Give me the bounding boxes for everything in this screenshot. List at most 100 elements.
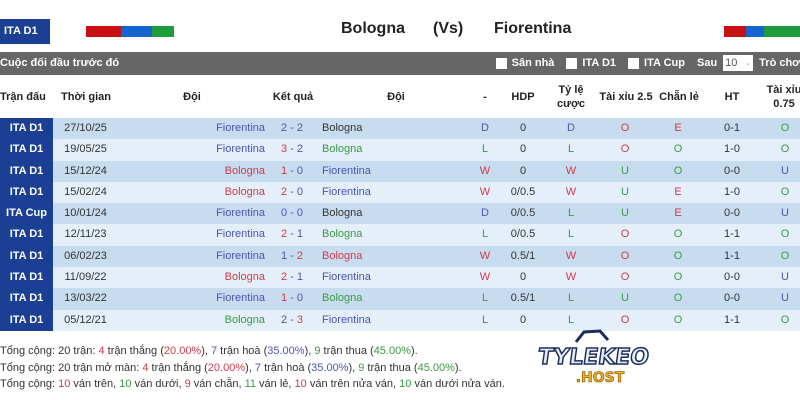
chevron-down-icon: ⌄ (745, 60, 752, 67)
score-cell[interactable]: 2 - 3 (272, 310, 312, 331)
table-row[interactable]: ITA D1 12/11/23 Fiorentina 2 - 1 Bologna… (0, 224, 800, 246)
league-cell[interactable]: ITA D1 (0, 245, 53, 268)
column-header[interactable]: - (483, 91, 487, 103)
home-team-cell[interactable]: Fiorentina (216, 228, 265, 241)
column-header[interactable]: HDP (511, 91, 535, 103)
column-header[interactable]: Đội (387, 91, 405, 103)
summary-segment: trận thua ( (364, 361, 418, 374)
over-under-cell: U (621, 164, 629, 177)
score-separator: - (287, 122, 297, 134)
summary: Tổng cộng: 20 trận: 4 trận thắng (20.00%… (0, 343, 505, 393)
hdp-cell: 0/0.5 (510, 185, 536, 198)
summary-segment: ván trên nửa ván, (306, 378, 400, 390)
home-team-cell[interactable]: Bologna (224, 271, 265, 284)
home-score: 2 (280, 122, 288, 134)
home-team-cell[interactable]: Bologna (224, 185, 265, 198)
home-team-cell[interactable]: Bologna (224, 313, 265, 326)
column-header[interactable]: Thời gian (61, 91, 111, 103)
summary-segment: ), (304, 345, 315, 357)
checkbox[interactable] (628, 57, 640, 69)
column-header[interactable]: Chẵn lẻ (659, 91, 699, 103)
after-count-value: 10 (725, 57, 738, 69)
score-separator: - (287, 143, 297, 156)
hdp-cell: 0 (519, 143, 527, 156)
league-cell[interactable]: ITA Cup (0, 203, 53, 225)
home-team-cell[interactable]: Fiorentina (216, 292, 265, 305)
league-cell[interactable]: ITA D1 (0, 224, 53, 246)
home-team-cell[interactable]: Bologna (224, 164, 265, 177)
league-cell[interactable]: ITA D1 (0, 139, 53, 161)
home-team-cell[interactable]: Fiorentina (216, 207, 265, 220)
table-row[interactable]: ITA D1 15/12/24 Bologna 1 - 0 Fiorentina… (0, 160, 800, 182)
filter-ita-d1[interactable]: ITA D1 (566, 57, 616, 69)
score-cell[interactable]: 1 - 2 (272, 246, 312, 267)
league-cell[interactable]: ITA D1 (0, 181, 53, 204)
hdp-cell: 0/0.5 (510, 228, 536, 241)
league-cell[interactable]: ITA D1 (0, 160, 53, 182)
away-score: 0 (296, 185, 304, 198)
score-cell[interactable]: 1 - 0 (272, 161, 312, 182)
table-row[interactable]: ITA D1 05/12/21 Bologna 2 - 3 Fiorentina… (0, 309, 800, 331)
league-cell[interactable]: ITA D1 (0, 309, 53, 331)
column-header[interactable]: Kết quả (272, 91, 314, 103)
odd-even-cell: E (674, 122, 682, 134)
league-cell[interactable]: ITA D1 (0, 118, 53, 140)
table-row[interactable]: ITA D1 11/09/22 Bologna 2 - 1 Fiorentina… (0, 267, 800, 289)
score-cell[interactable]: 2 - 1 (272, 267, 312, 288)
over-under-075-cell: O (780, 228, 790, 241)
column-header[interactable]: Tỷ lệ cược (556, 84, 586, 110)
score-cell[interactable]: 2 - 2 (272, 118, 312, 139)
home-team-cell[interactable]: Fiorentina (216, 249, 265, 262)
column-header[interactable]: Trận đấu (0, 91, 46, 103)
column-header[interactable]: HT (724, 91, 740, 103)
odds-result-cell: L (567, 313, 575, 326)
away-team-cell[interactable]: Bologna (322, 249, 363, 262)
summary-segment: ), (245, 361, 255, 374)
summary-segment: ). (454, 361, 462, 374)
odd-even-cell: O (673, 249, 683, 262)
over-under-cell: O (620, 249, 630, 262)
table-row[interactable]: ITA D1 27/10/25 Fiorentina 2 - 2 Bologna… (0, 118, 800, 140)
table-row[interactable]: ITA Cup 10/01/24 Fiorentina 0 - 0 Bologn… (0, 203, 800, 225)
checkbox[interactable] (566, 57, 578, 69)
table-row[interactable]: ITA D1 19/05/25 Fiorentina 3 - 2 Bologna… (0, 139, 800, 161)
away-team-cell[interactable]: Fiorentina (322, 164, 371, 177)
column-header[interactable]: Đội (183, 91, 201, 103)
summary-segment: 10 (58, 378, 71, 390)
score-cell[interactable]: 0 - 0 (272, 203, 312, 224)
table-row[interactable]: ITA D1 15/02/24 Bologna 2 - 0 Fiorentina… (0, 181, 800, 204)
table-row[interactable]: ITA D1 06/02/23 Fiorentina 1 - 2 Bologna… (0, 245, 800, 268)
away-score: 2 (296, 122, 304, 134)
away-team-cell[interactable]: Fiorentina (322, 313, 371, 326)
filter-sân-nhà[interactable]: Sân nhà (495, 57, 554, 69)
away-team-cell[interactable]: Fiorentina (322, 185, 371, 198)
result-cell: W (479, 164, 491, 177)
after-count-select[interactable]: 10 ⌄ (723, 55, 754, 71)
away-team-cell[interactable]: Bologna (322, 292, 363, 305)
away-team-cell[interactable]: Fiorentina (322, 271, 371, 284)
checkbox[interactable] (495, 57, 507, 69)
league-cell[interactable]: ITA D1 (0, 288, 53, 310)
score-cell[interactable]: 2 - 1 (272, 224, 312, 245)
home-team-cell[interactable]: Fiorentina (216, 143, 265, 156)
home-score: 3 (280, 143, 288, 156)
table-row[interactable]: ITA D1 13/03/22 Fiorentina 1 - 0 Bologna… (0, 288, 800, 310)
away-team-cell[interactable]: Bologna (322, 207, 363, 220)
league-cell[interactable]: ITA D1 (0, 267, 53, 289)
filter-ita-cup[interactable]: ITA Cup (628, 57, 685, 69)
away-team-title[interactable]: Fiorentina (494, 20, 572, 37)
away-team-cell[interactable]: Bologna (322, 122, 363, 134)
away-team-cell[interactable]: Bologna (322, 143, 363, 156)
league-badge[interactable]: ITA D1 (0, 19, 50, 44)
score-cell[interactable]: 2 - 0 (272, 182, 312, 203)
summary-segment: trận thắng ( (148, 361, 208, 374)
away-team-cell[interactable]: Bologna (322, 228, 363, 241)
score-cell[interactable]: 3 - 2 (272, 139, 312, 160)
score-cell[interactable]: 1 - 0 (272, 288, 312, 309)
home-team-title[interactable]: Bologna (341, 20, 405, 37)
column-header[interactable]: Tài xỉu 2.5 (599, 91, 653, 103)
column-header[interactable]: Tài xỉu 0.75 (766, 84, 800, 110)
home-team-cell[interactable]: Fiorentina (216, 122, 265, 134)
over-under-075-cell: U (781, 164, 789, 177)
odds-result-cell: W (565, 164, 577, 177)
